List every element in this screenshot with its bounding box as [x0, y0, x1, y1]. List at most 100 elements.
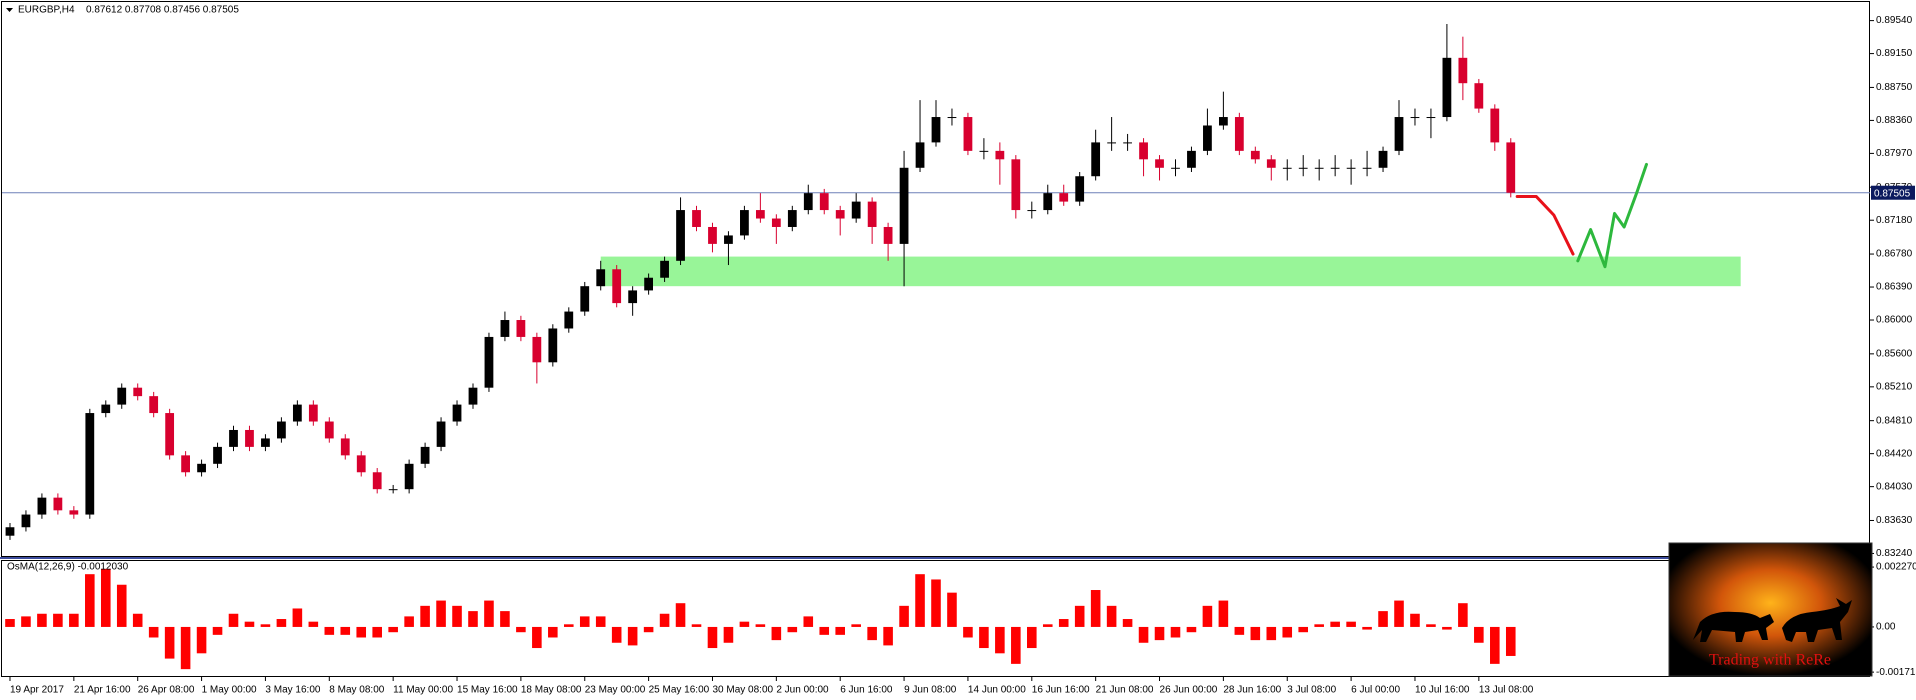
histogram-bar — [1074, 605, 1085, 627]
histogram-bar — [116, 584, 127, 627]
histogram-bar — [579, 616, 590, 627]
candle-body — [1203, 125, 1212, 151]
histogram-bar — [595, 616, 606, 627]
candle-body — [324, 421, 334, 439]
candle-body — [596, 269, 606, 287]
x-tick-label: 26 Apr 08:00 — [138, 685, 195, 696]
candle-body — [931, 117, 941, 143]
candle-body — [1458, 57, 1468, 84]
candle-body — [947, 117, 957, 119]
candle-body — [1234, 117, 1244, 151]
candle-body — [468, 387, 478, 405]
histogram-bar — [563, 624, 574, 627]
histogram-bar — [707, 626, 718, 649]
histogram-bar — [691, 624, 702, 627]
x-tick-label: 21 Jun 08:00 — [1096, 685, 1154, 696]
candle-body — [229, 429, 238, 447]
candle-body — [883, 226, 893, 244]
histogram-bar — [1378, 611, 1388, 627]
candle-body — [1043, 193, 1053, 211]
histogram-bar — [867, 626, 877, 641]
candle-body — [1091, 142, 1101, 177]
candle-body — [1506, 142, 1516, 193]
x-tick-label: 2 Jun 00:00 — [776, 685, 829, 696]
y-tick-label: 0.85600 — [1876, 348, 1913, 359]
x-tick-label: 26 Jun 00:00 — [1160, 685, 1218, 696]
price-label-box — [1871, 185, 1915, 200]
histogram-bar — [244, 621, 255, 627]
histogram-bar — [532, 626, 542, 649]
candle-body — [1250, 150, 1260, 160]
candle-body — [165, 413, 175, 456]
candle-body — [1123, 142, 1132, 144]
x-tick-label: 16 Jun 16:00 — [1032, 685, 1090, 696]
candle-body — [708, 226, 717, 244]
collapse-icon — [6, 8, 13, 12]
candle-body — [915, 142, 925, 168]
x-tick-label: 8 May 08:00 — [329, 685, 384, 696]
y-tick-label: 0.83240 — [1876, 548, 1913, 559]
histogram-bar — [228, 613, 239, 627]
y-tick-label: 0.00 — [1876, 622, 1896, 633]
y-tick-label: 0.87970 — [1876, 148, 1913, 159]
candle-body — [1330, 167, 1340, 169]
x-tick-label: 23 May 00:00 — [585, 685, 646, 696]
candle-body — [1107, 142, 1117, 144]
x-tick-label: 10 Jul 16:00 — [1415, 685, 1470, 696]
candle-body — [548, 328, 558, 363]
candle-body — [1298, 167, 1308, 169]
candle-body — [979, 150, 989, 152]
projection-line — [1515, 195, 1575, 256]
histogram-bar — [675, 603, 686, 627]
histogram-bar — [1330, 621, 1340, 627]
histogram-bar — [292, 608, 303, 627]
chart-title: EURGBP,H4 — [18, 5, 75, 16]
projection-line — [1576, 162, 1648, 269]
candle-body — [372, 472, 382, 490]
candle-body — [197, 463, 206, 473]
candle-body — [1362, 167, 1372, 169]
candle-body — [580, 286, 590, 312]
histogram-bar — [1058, 619, 1069, 627]
candle-body — [85, 413, 95, 515]
histogram-bar — [548, 626, 558, 638]
candle-body — [21, 514, 31, 528]
x-tick-label: 28 Jun 16:00 — [1223, 685, 1281, 696]
histogram-bar — [324, 626, 335, 635]
histogram-bar — [1426, 624, 1436, 627]
histogram-bar — [1250, 626, 1261, 641]
candle-body — [660, 260, 669, 278]
histogram-bar — [1442, 626, 1452, 630]
bull-silhouette — [1782, 598, 1852, 642]
histogram-bar — [1027, 626, 1037, 649]
candle-body — [676, 210, 685, 261]
candle-body — [564, 311, 574, 329]
candle-body — [388, 489, 398, 491]
histogram-bar — [1458, 603, 1468, 627]
candle-body — [1075, 176, 1085, 202]
histogram-bar — [5, 619, 15, 627]
candle-body — [644, 277, 654, 291]
candle-body — [213, 446, 222, 464]
histogram-bar — [771, 626, 782, 641]
candle-body — [771, 218, 781, 227]
candle-body — [420, 446, 430, 464]
y-tick-label: 0.002270 — [1876, 562, 1916, 573]
histogram-bar — [1282, 626, 1293, 638]
histogram-bar — [180, 626, 191, 670]
histogram-bar — [1394, 600, 1404, 627]
logo: Trading with ReRe — [1668, 542, 1873, 677]
histogram-bar — [739, 621, 750, 627]
histogram-bar — [1362, 626, 1372, 630]
x-tick-label: 11 May 00:00 — [393, 685, 453, 696]
candle-body — [899, 167, 909, 244]
quote: 0.87612 0.87708 0.87456 0.87505 — [86, 5, 239, 16]
y-tick-label: 0.86000 — [1876, 315, 1913, 326]
histogram-bar — [420, 605, 430, 627]
histogram-bar — [835, 626, 845, 635]
candle-body — [1426, 117, 1436, 119]
histogram-bar — [340, 626, 351, 635]
candle-body — [1187, 150, 1196, 168]
histogram-bar — [1122, 619, 1133, 627]
histogram-bar — [787, 626, 798, 633]
